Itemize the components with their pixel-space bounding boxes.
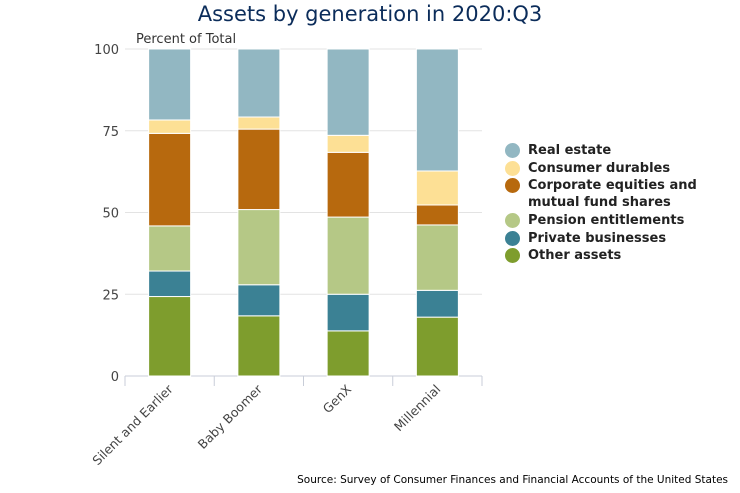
bar-segment [326, 134, 370, 153]
x-tick-label: GenX [320, 381, 355, 416]
bar-segment [415, 48, 459, 172]
x-tick-label: Millennial [391, 382, 444, 435]
bars [148, 48, 459, 377]
bar-segment [326, 216, 370, 295]
source-note: Source: Survey of Consumer Finances and … [297, 474, 728, 486]
bar-segment [148, 225, 192, 272]
bar-segment [237, 315, 281, 377]
legend-swatch [505, 248, 520, 263]
legend-item: Pension entitlements [505, 212, 697, 230]
legend-label: Private businesses [528, 230, 667, 246]
bar-segment [415, 289, 459, 318]
bar-segment [237, 284, 281, 317]
bar-segment [415, 170, 459, 206]
bar-segment [237, 128, 281, 211]
bar-segment [148, 296, 192, 377]
bar-segment [415, 224, 459, 291]
bar-segment [148, 270, 192, 298]
y-tick-label: 75 [102, 125, 119, 140]
legend-item: Corporate equities and mutual fund share… [505, 177, 697, 212]
bar-segment [326, 330, 370, 377]
legend-swatch [505, 178, 520, 193]
bar-segment [415, 316, 459, 377]
bar-segment [148, 119, 192, 134]
bar-segment [326, 151, 370, 218]
bar-segment [415, 204, 459, 226]
legend-item: Private businesses [505, 230, 697, 248]
legend-label: Pension entitlements [528, 213, 685, 228]
x-tick-label: Baby Boomer [195, 381, 266, 452]
x-tick-label: Silent and Earlier [89, 381, 176, 468]
chart-title: Assets by generation in 2020:Q3 [197, 2, 543, 26]
legend-item: Other assets [505, 247, 697, 265]
legend: Real estate Consumer durables Corporate eq… [505, 142, 697, 265]
bar-segment [148, 132, 192, 227]
bar-segment [237, 116, 281, 130]
y-tick-label: 25 [102, 288, 119, 303]
legend-label: Corporate equities and mutual fund share… [528, 178, 697, 210]
legend-item: Real estate [505, 142, 697, 160]
bar-segment [148, 48, 192, 121]
legend-label: Consumer durables [528, 160, 671, 176]
y-tick-label: 100 [94, 43, 119, 58]
bar-segment [237, 209, 281, 286]
legend-label: Other assets [528, 248, 622, 263]
legend-swatch [505, 143, 520, 158]
legend-swatch [505, 213, 520, 228]
legend-item: Consumer durables [505, 160, 697, 178]
y-axis-label: Percent of Total [136, 32, 236, 47]
legend-swatch [505, 230, 520, 246]
legend-label: Real estate [528, 143, 612, 158]
y-tick-label: 0 [111, 370, 119, 385]
bar-segment [237, 48, 281, 118]
bar-segment [326, 293, 370, 332]
y-tick-label: 50 [102, 207, 119, 222]
bar-segment [326, 48, 370, 136]
legend-swatch [505, 160, 520, 176]
